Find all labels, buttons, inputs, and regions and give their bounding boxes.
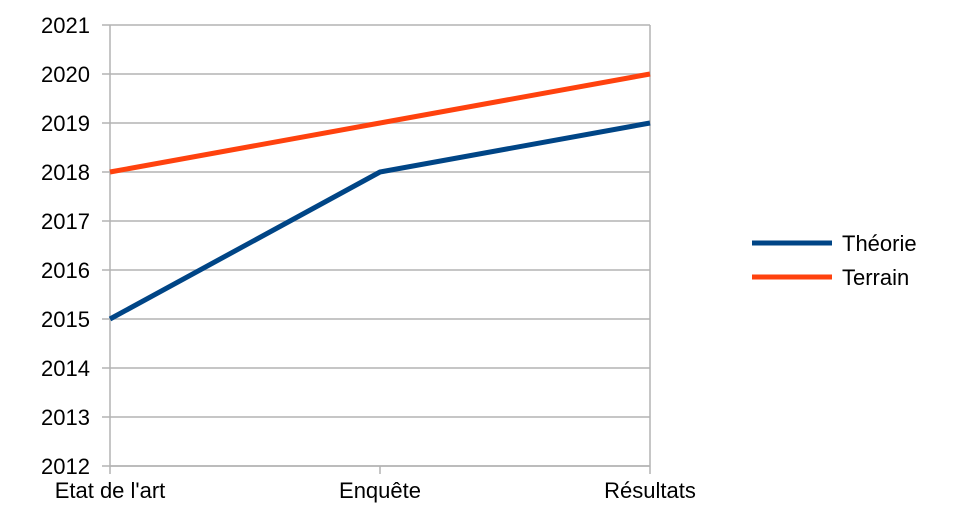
series-line-1 xyxy=(109,71,651,175)
y-tick-label: 2015 xyxy=(41,307,90,332)
axes xyxy=(102,24,651,474)
series-line-0 xyxy=(108,120,651,322)
y-tick-label: 2016 xyxy=(41,258,90,283)
legend-label: Théorie xyxy=(842,231,917,256)
y-tick-label: 2014 xyxy=(41,356,90,381)
y-tick-label: 2013 xyxy=(41,405,90,430)
x-tick-label: Enquête xyxy=(339,478,421,503)
y-tick-label: 2017 xyxy=(41,209,90,234)
y-tick-label: 2019 xyxy=(41,111,90,136)
x-tick-labels: Etat de l'art Enquête Résultats xyxy=(55,478,696,503)
legend: Théorie Terrain xyxy=(752,231,917,290)
series-lines xyxy=(108,71,651,322)
y-tick-label: 2018 xyxy=(41,160,90,185)
y-tick-label: 2020 xyxy=(41,62,90,87)
x-tick-label: Résultats xyxy=(604,478,696,503)
legend-label: Terrain xyxy=(842,265,909,290)
y-tick-labels: 2012 2013 2014 2015 2016 2017 2018 2019 2020 2021 xyxy=(41,13,90,479)
x-tick-label: Etat de l'art xyxy=(55,478,166,503)
grid-lines xyxy=(110,24,650,467)
y-tick-label: 2021 xyxy=(41,13,90,38)
y-tick-label: 2012 xyxy=(41,454,90,479)
